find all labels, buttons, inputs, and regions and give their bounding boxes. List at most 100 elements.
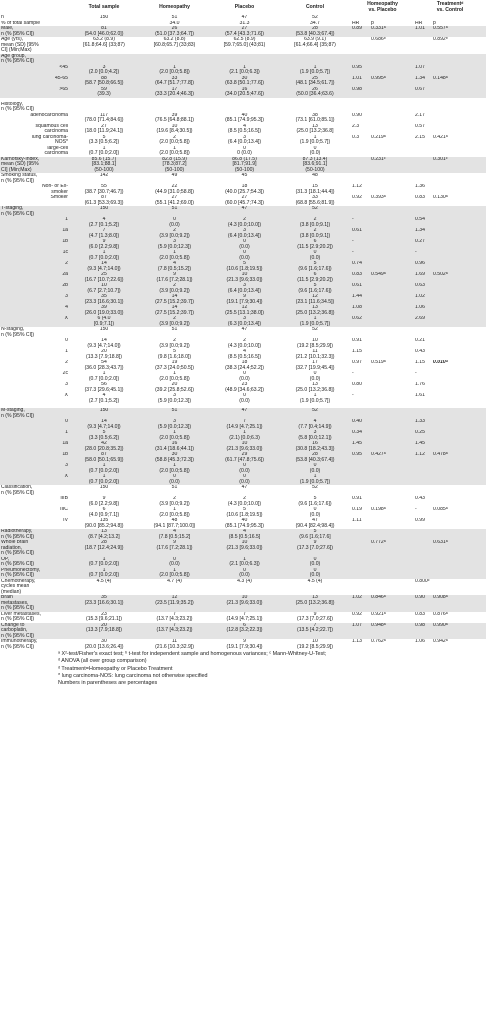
cell-control: 15 (31.3 [18.1;44.4]) — [295, 184, 335, 195]
footnote-line: ᵈ Treatment=Homeopathy or Placebo Treatm… — [58, 665, 173, 672]
row-sublabel: X — [64, 393, 68, 398]
cell-hr-tc: 1.33 — [415, 419, 425, 424]
cell-hr-hp: 0.61 — [352, 228, 362, 233]
cell-control: 0 (0.0) — [309, 507, 321, 518]
row-sublabel: squamous cell carcinoma — [35, 123, 68, 134]
cell-hr-hp: 0.61 — [352, 283, 362, 288]
cell-total: 1 (0.7 [0.0;2.0]) — [88, 474, 120, 485]
cell-hr-hp: 0.80 — [352, 382, 362, 387]
table-row: Brain metastases, n (% [95% CI]) 35 (23.3… — [0, 595, 486, 612]
cell-control: 4.5 (4) — [307, 578, 323, 584]
cell-p-hp — [370, 557, 414, 568]
cell-p-tc — [432, 557, 486, 568]
cell-total: 1 (0.7 [0.0;2.0]) — [88, 556, 120, 567]
cell-homeopathy: 3 (5.9 [0.0;12.3]) — [157, 239, 192, 250]
cell-control: 6 (11.5 [2.9;20.2]) — [297, 272, 333, 283]
cell-homeopathy: 14 (27.5 [15.2;39.7]) — [155, 305, 194, 316]
table-row: lung carcinoma- NOS* 5 (3.3 [0.5;6.2]) 2 (… — [0, 135, 486, 146]
footnote-line: ᵈ ANOVA (all over group comparison) — [58, 658, 147, 665]
cell-control: 48 — [312, 173, 318, 178]
cell-hr-hp: 1.44 — [352, 294, 362, 299]
cell-placebo: 40 (85.1 [74.9;95.3]) — [225, 112, 264, 123]
cell-homeopathy: 10 (19.6 [8.4;30.5]) — [156, 123, 193, 134]
cell-control: 10 (19.2 [8.5;29.9]) — [297, 338, 333, 349]
cell-p-hp: 0.231ᶜ — [371, 156, 386, 162]
cell-p-tc — [432, 294, 486, 305]
cell-homeopathy: 2 (2.0 [0.0;5.8]) — [159, 134, 190, 145]
cell-placebo: 31.3 — [239, 20, 250, 26]
table-row: 1b 87 (58.0 [50.1;65.9]) 30 (58.8 [45.3;72… — [0, 452, 486, 463]
cell-total: 150 — [99, 206, 109, 211]
table-row: 3 35 (23.3 [16.6;30.1]) 14 (27.5 [15.2;39.… — [0, 294, 486, 305]
cell-total: 1 (0.7 [0.0;2.0]) — [88, 250, 120, 261]
table-row: Classification, n (% [95% CI]) 150 51 47 52 — [0, 485, 486, 496]
cell-control: 9 (17.3 [7.0;27.6]) — [297, 540, 333, 551]
cell-p-hp — [370, 496, 414, 507]
cell-homeopathy: 3 (5.9 [0.0;12.3]) — [157, 393, 192, 404]
cell-p-hp: 0.948ᵃ — [371, 622, 386, 628]
row-sublabel: lung carcinoma- NOS* — [31, 134, 68, 145]
cell-p-hp — [370, 228, 414, 239]
row-label: Radiotherapy, n (% [95% CI]) — [1, 529, 35, 540]
cell-control: 2 (3.8 [0.0;9.1]) — [299, 228, 331, 239]
cell-total: 56 (37.3 [29.6;45.1]) — [84, 382, 124, 393]
cell-total: 25 (16.7 [10.7;22.6]) — [84, 272, 124, 283]
cell-hr-tc — [414, 146, 432, 157]
cell-homeopathy: 9 (17.6 [7.2;28.1]) — [156, 540, 193, 551]
cell-hr-hp: 0.89 — [352, 26, 362, 31]
table-row: IV 135 (90.0 [85.2;94.8]) 48 (94.1 [87.7;1… — [0, 518, 486, 529]
cell-total: 7 (4.7 [1.3;8.0]) — [88, 228, 120, 239]
cell-placebo: 18 (40.0 [25.7;54.3]) — [225, 184, 264, 195]
cell-p-hp — [370, 529, 414, 540]
table-row: n 150 51 47 52 — [0, 15, 486, 21]
cell-control: 0 (0.0) — [309, 371, 321, 382]
cell-hr-tc: 1.36 — [415, 184, 425, 189]
cell-p-hp: 0.519ᵃ — [371, 360, 386, 365]
cell-placebo: 47 — [241, 327, 248, 332]
cell-homeopathy: 1 (2.0 [0.0;5.8]) — [159, 371, 190, 382]
cell-control: 52 — [312, 327, 318, 332]
cell-p-hp — [370, 87, 414, 98]
table-row: Karnofsky-Index, mean (SD) [95% CI] (Min… — [0, 156, 486, 174]
row-label: Brain metastases, n (% [95% CI]) — [1, 595, 35, 611]
cell-p-hp: 0.549ᵃ — [371, 272, 386, 277]
cell-control: 0 (0.0) — [309, 250, 321, 261]
cell-hr-tc: 1.06 — [415, 639, 425, 644]
cell-homeopathy: 26 (51.0 [37.3;64.7]) — [155, 26, 194, 37]
row-label: Karnofsky-Index, mean (SD) [95% CI] (Min… — [1, 156, 40, 173]
cell-p-hp: 0.427ᵃ — [371, 452, 386, 457]
cell-hr-hp — [351, 157, 370, 174]
cell-homeopathy: 30 (58.8 [45.3;72.3]) — [155, 452, 194, 463]
cell-p-hp — [370, 382, 414, 393]
cell-p-hp — [370, 305, 414, 316]
row-sublabel: IIIC — [60, 507, 68, 512]
cell-p-hp — [370, 485, 414, 496]
table-row: 2 14 (9.3 [4.7;14.0]) 4 (7.8 [0.5;15.2]) 5 … — [0, 261, 486, 272]
cell-control: 5 (9.6 [1.6;17.6]) — [298, 496, 332, 507]
cell-control: 13 (25.0 [13.2;36.8]) — [295, 595, 335, 606]
cell-hr-hp: 1.08 — [352, 305, 362, 310]
row-label: n — [1, 15, 4, 20]
cell-hr-tc: 0.99 — [415, 518, 425, 523]
cell-hr-tc — [414, 408, 432, 419]
cell-hr-tc — [414, 327, 432, 338]
cell-homeopathy: 11 (21.6 [10.3;32.9]) — [155, 639, 194, 650]
table-row: Male, n (% [95% CI]) 81 (54.0 [46.0;62.0]… — [0, 26, 486, 37]
cell-placebo: 4 (8.5 [0.5;16.5]) — [227, 123, 262, 134]
row-label: Whole brain radiation, n (% [95% CI]) — [1, 540, 35, 556]
cell-p-hp — [370, 294, 414, 305]
row-sublabel: IV — [63, 518, 68, 523]
cell-hr-tc: 1.07 — [415, 64, 425, 70]
cell-p-hp: 0.198ᵃ — [371, 507, 386, 512]
cell-control: 3 (5.8 [0.0;12.1]) — [298, 430, 332, 441]
table-row: M-staging, n (% [95% CI]) 150 51 47 52 — [0, 408, 486, 419]
cell-control: 28 (53.8 [40.3;67.4]) — [295, 452, 335, 463]
cell-total: 10 (6.7 [2.7;10.7]) — [87, 283, 121, 294]
cell-homeopathy: 82.8 (15.9) [78.3;87.2] (50-100) — [162, 156, 187, 173]
cell-p-hp — [370, 283, 414, 294]
cell-p-tc: 0.942ᵃ — [433, 639, 448, 644]
cell-hr-tc: 0.21 — [415, 338, 425, 343]
table-row: 1 4 (2.7 [0.1;5.2]) 0 (0.0) 2 (4.3 [0.0;10.… — [0, 217, 486, 228]
table-row: 1a 7 (4.7 [1.3;8.0]) 2 (3.9 [0.0;9.2]) 3 (6… — [0, 228, 486, 239]
cell-hr-tc: - — [415, 250, 417, 255]
